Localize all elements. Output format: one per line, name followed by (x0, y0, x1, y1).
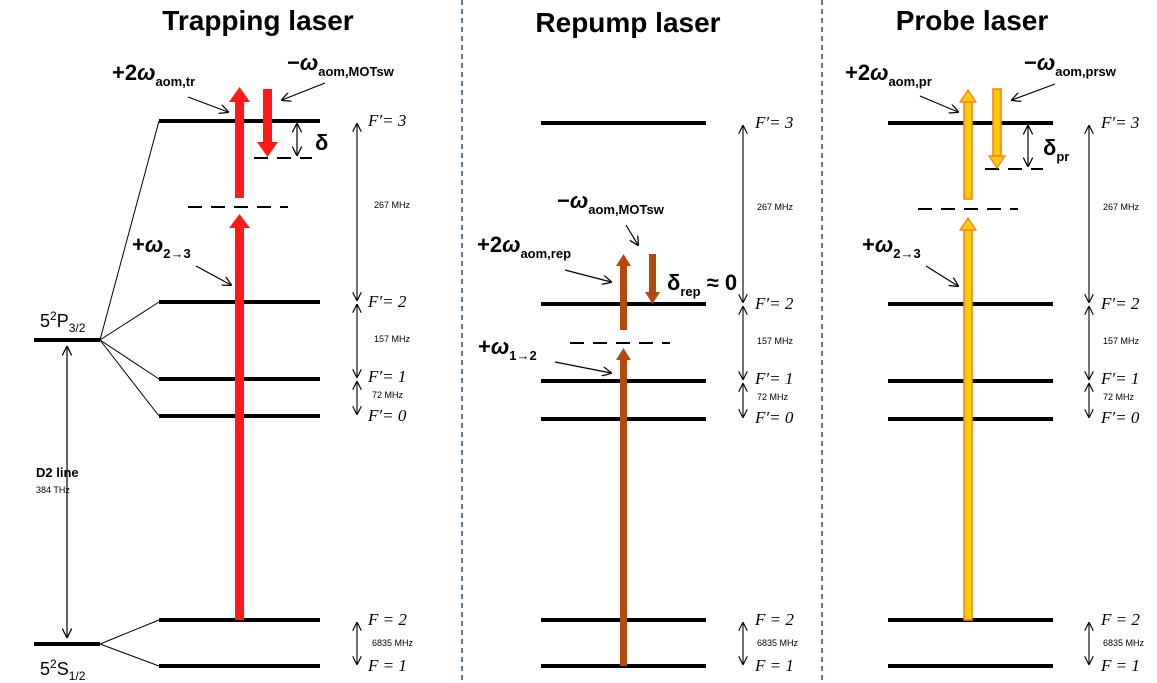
transition-23-pointer (925, 265, 958, 286)
state-5s12-label: 52S1/2 (40, 657, 86, 683)
aom-pr-label: +2ωaom,pr (845, 60, 932, 89)
repump-beam-upper (620, 266, 627, 330)
repump-motsw-label: −ωaom,MOTsw (557, 188, 665, 217)
spacing-ground-label: 6835 MHz (372, 638, 414, 648)
aom-tr-pointer (187, 96, 228, 112)
trapping-beam-lower (235, 228, 244, 620)
spacing-32-label: 267 MHz (1103, 202, 1140, 212)
connector-f0 (99, 339, 160, 417)
d2-frequency: 384 THz (36, 485, 70, 495)
label-f1g: F = 1 (367, 656, 407, 675)
probe-title: Probe laser (896, 5, 1049, 36)
trapping-beam-down-head (257, 142, 278, 157)
spacing-ground-label: 6835 MHz (757, 638, 799, 648)
label-f2g: F = 2 (367, 610, 407, 629)
spacing-32-label: 267 MHz (374, 200, 411, 210)
transition-12-label: +ω1→2 (478, 334, 537, 363)
prsw-label: −ωaom,prsw (1024, 50, 1117, 79)
motsw-pointer (282, 82, 326, 100)
probe-beam-lower-head (958, 216, 978, 231)
detuning-label: δ (315, 130, 328, 155)
repump-title: Repump laser (535, 7, 720, 38)
spacing-ground-label: 6835 MHz (1103, 638, 1145, 648)
spacing-32-label: 267 MHz (757, 202, 794, 212)
trapping-title: Trapping laser (162, 5, 353, 36)
label-f0: F′= 0 (754, 408, 794, 427)
repump-beam-lower-head (616, 348, 631, 360)
label-f2g: F = 2 (754, 610, 794, 629)
label-f2e: F′= 2 (367, 292, 407, 311)
repump-beam-down-head (645, 292, 660, 304)
transition-23-label: +ω2→3 (862, 232, 921, 261)
label-f0: F′= 0 (367, 406, 407, 425)
trapping-beam-lower-head (229, 214, 250, 228)
detuning-rep-label: δrep ≈ 0 (667, 270, 737, 299)
connector-f2g (99, 619, 160, 645)
probe-beam-upper (963, 101, 973, 200)
connector-f1g (99, 643, 160, 667)
spacing-10-label: 72 MHz (1103, 392, 1135, 402)
label-f3: F′= 3 (367, 111, 406, 130)
repump-beam-lower (620, 360, 627, 666)
trapping-beam-down (263, 89, 272, 142)
probe-beam-down-head (987, 155, 1007, 170)
label-f0: F′= 0 (1100, 408, 1140, 427)
aom-pr-pointer (919, 95, 958, 112)
repump-panel: +2ωaom,rep −ωaom,MOTsw δrep ≈ 0 +ω1→2 26… (477, 113, 799, 675)
d2-label: D2 line (36, 465, 79, 480)
connector-f2e (99, 301, 160, 341)
state-5p32-label: 52P3/2 (40, 309, 86, 335)
label-f3: F′= 3 (754, 113, 793, 132)
trapping-beam-upper-head (229, 87, 250, 102)
probe-panel: δpr +2ωaom,pr −ωaom,prsw +ω2→3 267 MHz 1… (845, 50, 1145, 675)
probe-beam-down (992, 88, 1002, 157)
connector-f1e (99, 339, 160, 380)
transition-23-pointer (195, 265, 231, 285)
label-f1e: F′= 1 (367, 367, 406, 386)
prsw-pointer (1012, 83, 1056, 100)
probe-beam-lower (963, 229, 973, 621)
aom-tr-label: +2ωaom,tr (112, 60, 195, 89)
probe-beam-upper-head (958, 88, 978, 103)
detuning-pr-label: δpr (1043, 135, 1069, 164)
aom-rep-label: +2ωaom,rep (477, 232, 571, 261)
spacing-21-label: 157 MHz (757, 336, 794, 346)
label-f3: F′= 3 (1100, 113, 1139, 132)
motsw-label: −ωaom,MOTsw (287, 50, 395, 79)
spacing-10-label: 72 MHz (757, 392, 789, 402)
spacing-21-label: 157 MHz (374, 334, 411, 344)
label-f2e: F′= 2 (1100, 294, 1140, 313)
label-f1e: F′= 1 (1100, 369, 1139, 388)
trapping-panel: δ +2ωaom,tr −ωaom,MOTsw +ω2→3 267 MHz 15… (112, 50, 414, 675)
label-f2g: F = 2 (1100, 610, 1140, 629)
transition-12-pointer (554, 361, 611, 373)
repump-beam-down (649, 254, 656, 292)
label-f1e: F′= 1 (754, 369, 793, 388)
label-f1g: F = 1 (1100, 656, 1140, 675)
connector-f3 (99, 120, 160, 341)
repump-beam-upper-head (616, 254, 631, 266)
transition-23-label: +ω2→3 (132, 232, 191, 261)
label-f1g: F = 1 (754, 656, 794, 675)
repump-motsw-pointer (625, 224, 638, 245)
label-f2e: F′= 2 (754, 294, 794, 313)
trapping-beam-upper (235, 102, 244, 198)
spacing-21-label: 157 MHz (1103, 336, 1140, 346)
spacing-10-label: 72 MHz (372, 390, 404, 400)
aom-rep-pointer (564, 269, 611, 282)
